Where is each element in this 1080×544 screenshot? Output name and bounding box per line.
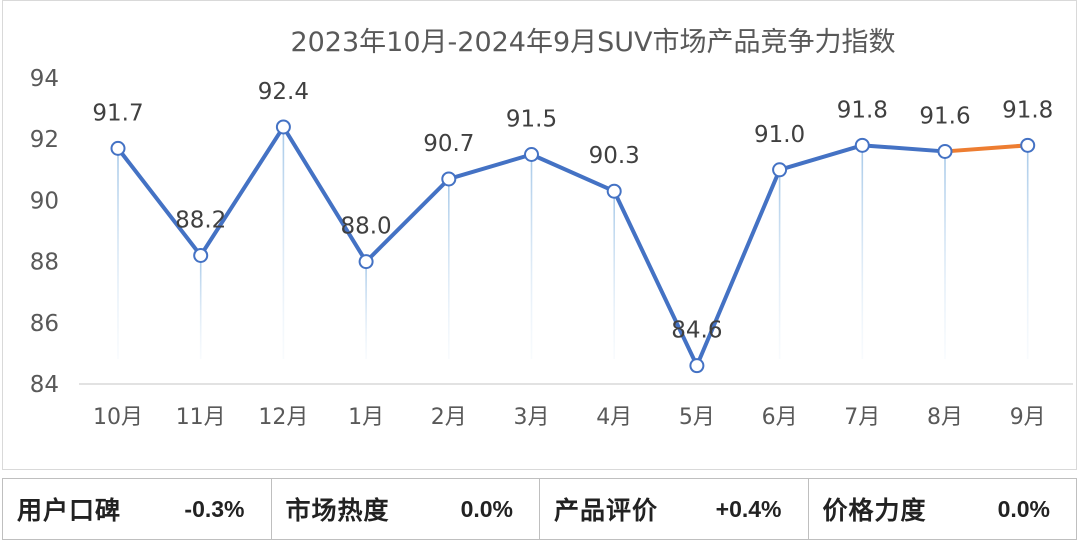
series-line-segment — [860, 143, 947, 154]
data-label: 88.2 — [175, 207, 226, 233]
metric-value: +0.4% — [715, 495, 782, 522]
metric-label: 用户口碑 — [17, 496, 122, 525]
drop-line — [613, 191, 615, 359]
series-line-segment — [612, 189, 699, 368]
y-tick-label: 92 — [30, 127, 59, 153]
x-tick-label: 12月 — [258, 405, 308, 430]
data-label: 91.8 — [837, 97, 888, 123]
drop-line — [365, 261, 367, 359]
drop-line — [861, 145, 864, 359]
metric-user-reputation: 用户口碑 -0.3% — [3, 479, 272, 539]
data-label: 91.0 — [754, 122, 805, 148]
x-tick-label: 1月 — [348, 405, 384, 430]
y-tick-label: 90 — [30, 188, 59, 214]
drop-line — [199, 255, 202, 359]
line-chart: 2023年10月-2024年9月SUV市场产品竞争力指数 84 86 88 90 92 9… — [30, 27, 1073, 430]
series-line-segment — [943, 143, 1030, 154]
data-point — [275, 119, 291, 135]
chart-title: 2023年10月-2024年9月SUV市场产品竞争力指数 — [290, 27, 895, 58]
x-tick-label: 5月 — [679, 405, 715, 430]
x-tick-label: 11月 — [176, 405, 226, 430]
drop-line — [530, 154, 533, 359]
y-tick-label: 94 — [30, 66, 59, 92]
data-label: 90.3 — [589, 143, 640, 169]
data-label: 91.8 — [1002, 97, 1053, 123]
series-line-segment — [198, 124, 286, 258]
x-tick-label: 3月 — [514, 405, 550, 430]
data-label: 92.4 — [258, 79, 309, 105]
series-line-segment — [777, 143, 865, 172]
series-line-segment — [364, 176, 451, 264]
data-label: 88.0 — [340, 214, 391, 240]
y-tick-label: 88 — [30, 250, 59, 276]
chart-panel: 2023年10月-2024年9月SUV市场产品竞争力指数 84 86 88 90 92 9… — [2, 0, 1077, 470]
y-tick-label: 84 — [30, 372, 59, 398]
data-point — [606, 183, 622, 199]
metric-product-review: 产品评价 +0.4% — [540, 479, 809, 539]
x-tick-label: 6月 — [762, 405, 798, 430]
series-line-segment — [529, 152, 617, 194]
x-tick-label: 2月 — [431, 405, 467, 430]
y-tick-label: 86 — [30, 311, 59, 337]
series-line-segment — [694, 167, 782, 368]
metric-value: 0.0% — [997, 495, 1050, 522]
metric-price-strength: 价格力度 0.0% — [809, 479, 1077, 539]
data-point — [854, 137, 870, 153]
data-point — [524, 147, 539, 162]
data-point — [937, 143, 953, 159]
data-label: 90.7 — [423, 131, 474, 157]
series-line-segment — [281, 124, 369, 264]
x-tick-label: 4月 — [596, 405, 632, 430]
drop-line — [117, 148, 119, 359]
data-label: 91.7 — [92, 100, 143, 126]
metric-label: 市场热度 — [285, 496, 390, 525]
metrics-bar: 用户口碑 -0.3% 市场热度 0.0% 产品评价 +0.4% 价格力度 0.0… — [2, 478, 1077, 540]
x-tick-label: 7月 — [844, 405, 880, 430]
x-tick-label: 10月 — [93, 405, 143, 430]
drop-line — [282, 126, 285, 360]
metric-value: -0.3% — [184, 495, 245, 522]
data-point — [193, 247, 209, 263]
metric-value: 0.0% — [460, 495, 513, 522]
x-tick-label: 8月 — [927, 405, 963, 430]
metric-label: 产品评价 — [554, 496, 659, 525]
drop-line — [944, 151, 946, 359]
metric-label: 价格力度 — [822, 496, 927, 525]
data-label: 91.6 — [919, 103, 970, 129]
drop-line — [1026, 145, 1029, 359]
metric-market-heat: 市场热度 0.0% — [272, 479, 540, 539]
series-line-segment — [446, 152, 534, 181]
data-point — [110, 140, 126, 156]
data-point — [689, 358, 705, 374]
drop-line — [448, 178, 450, 359]
data-point — [358, 254, 374, 270]
data-label: 84.6 — [671, 318, 722, 344]
data-point — [441, 171, 457, 187]
data-point — [1020, 137, 1036, 153]
x-tick-label: 9月 — [1010, 405, 1046, 430]
series-line-segment — [116, 146, 203, 258]
drop-line — [778, 169, 781, 359]
data-label: 91.5 — [506, 107, 557, 133]
data-point — [772, 162, 788, 178]
